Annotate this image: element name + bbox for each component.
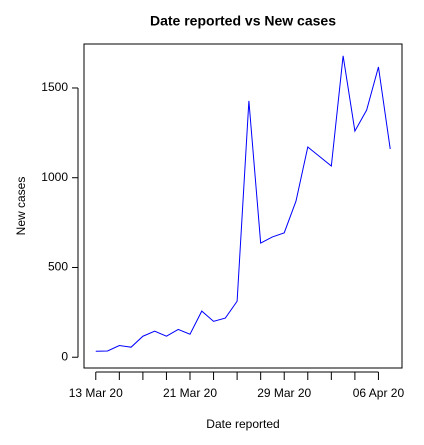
y-tick-label: 500 (48, 260, 68, 274)
y-axis-label: New cases (14, 177, 28, 236)
y-tick-label: 0 (61, 349, 68, 363)
x-tick-label: 13 Mar 20 (69, 386, 123, 400)
x-tick-label: 29 Mar 20 (257, 386, 311, 400)
chart-title: Date reported vs New cases (150, 13, 336, 29)
plot-frame (83, 43, 403, 369)
x-tick-label: 06 Apr 20 (353, 386, 405, 400)
x-tick-label: 21 Mar 20 (163, 386, 217, 400)
y-tick-label: 1000 (41, 170, 68, 184)
y-tick-label: 1500 (41, 80, 68, 94)
line-series (95, 55, 391, 352)
x-axis-label: Date reported (206, 417, 279, 431)
